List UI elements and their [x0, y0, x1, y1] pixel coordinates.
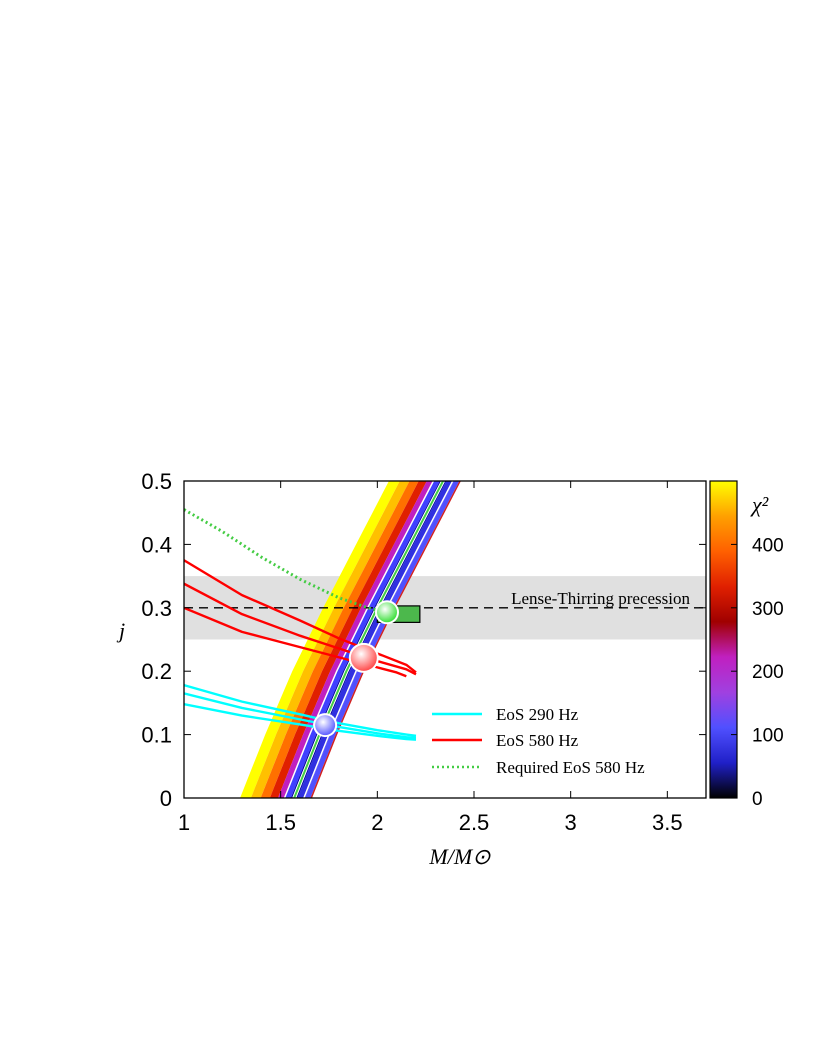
- chi2-band-stripe: [250, 481, 410, 798]
- colorbar-ticks: [731, 543, 737, 799]
- colorbar-tick-label: 200: [752, 662, 784, 683]
- x-tick-labels: 1 1.5 2 2.5 3 3.5: [178, 810, 683, 835]
- chi2-band-stripe: [240, 481, 400, 798]
- series-curve-eos-290-hz: [184, 683, 417, 738]
- series-curve-eos-290-hz: [184, 692, 417, 739]
- colorbar-title: χ²: [750, 492, 769, 517]
- chi2-band-stripe: [269, 481, 427, 798]
- y-axis-title: j: [116, 618, 125, 643]
- chi2-band-stripe: [284, 481, 440, 798]
- colorbar-tick-label: 100: [752, 726, 784, 747]
- colorbar-tick-label: 400: [752, 535, 784, 556]
- chi2-band-stripe: [277, 481, 434, 798]
- y-tick-label: 0.1: [141, 723, 172, 748]
- y-tick-label: 0: [160, 786, 172, 811]
- marker-red: [350, 644, 377, 671]
- x-tick-label: 2: [371, 810, 383, 835]
- y-tick-label: 0.4: [141, 532, 172, 557]
- x-tick-label: 1.5: [265, 810, 296, 835]
- markers: [313, 600, 399, 738]
- y-tick-labels: 0 0.1 0.2 0.3 0.4 0.5: [141, 469, 172, 811]
- series-curve-eos-580-hz: [184, 606, 407, 678]
- legend-label-eos-580: EoS 580 Hz: [496, 731, 579, 750]
- x-tick-label: 3: [565, 810, 577, 835]
- x-axis-title: M/M⊙: [428, 844, 491, 869]
- chi2-contour-line: [283, 481, 435, 798]
- colorbar-gradient: [709, 480, 738, 799]
- colorbar: 0 100 200 300 400 χ²: [709, 480, 784, 810]
- colorbar-tick-label: 300: [752, 599, 784, 620]
- marker-green: [377, 602, 397, 623]
- x-tick-label: 3.5: [652, 810, 683, 835]
- series-curve-required-eos-580-hz: [184, 508, 388, 614]
- legend-label-eos-290: EoS 290 Hz: [496, 705, 579, 724]
- marker-blue: [315, 715, 336, 736]
- series-curve-eos-290-hz: [184, 702, 417, 741]
- y-tick-label: 0.3: [141, 596, 172, 621]
- plot-frame: [183, 480, 707, 799]
- plot-area: [184, 481, 706, 798]
- eos-curves: [184, 508, 417, 741]
- chi2-contour-line: [303, 481, 454, 798]
- legend-label-required-eos-580: Required EoS 580 Hz: [496, 758, 645, 777]
- axis-ticks: [183, 480, 706, 799]
- legend: EoS 290 Hz EoS 580 Hz Required EoS 580 H…: [432, 705, 645, 777]
- x-tick-label: 1: [178, 810, 190, 835]
- x-tick-label: 2.5: [459, 810, 490, 835]
- chi2-band-stripe: [305, 481, 460, 798]
- y-tick-label: 0.5: [141, 469, 172, 494]
- series-curve-eos-580-hz: [184, 559, 417, 674]
- series-curve-eos-580-hz: [184, 582, 417, 676]
- lense-thirring-label: Lense-Thirring precession: [511, 589, 690, 608]
- y-tick-label: 0.2: [141, 659, 172, 684]
- colorbar-tick-label: 0: [752, 789, 763, 810]
- chi2-center-line: [293, 481, 444, 798]
